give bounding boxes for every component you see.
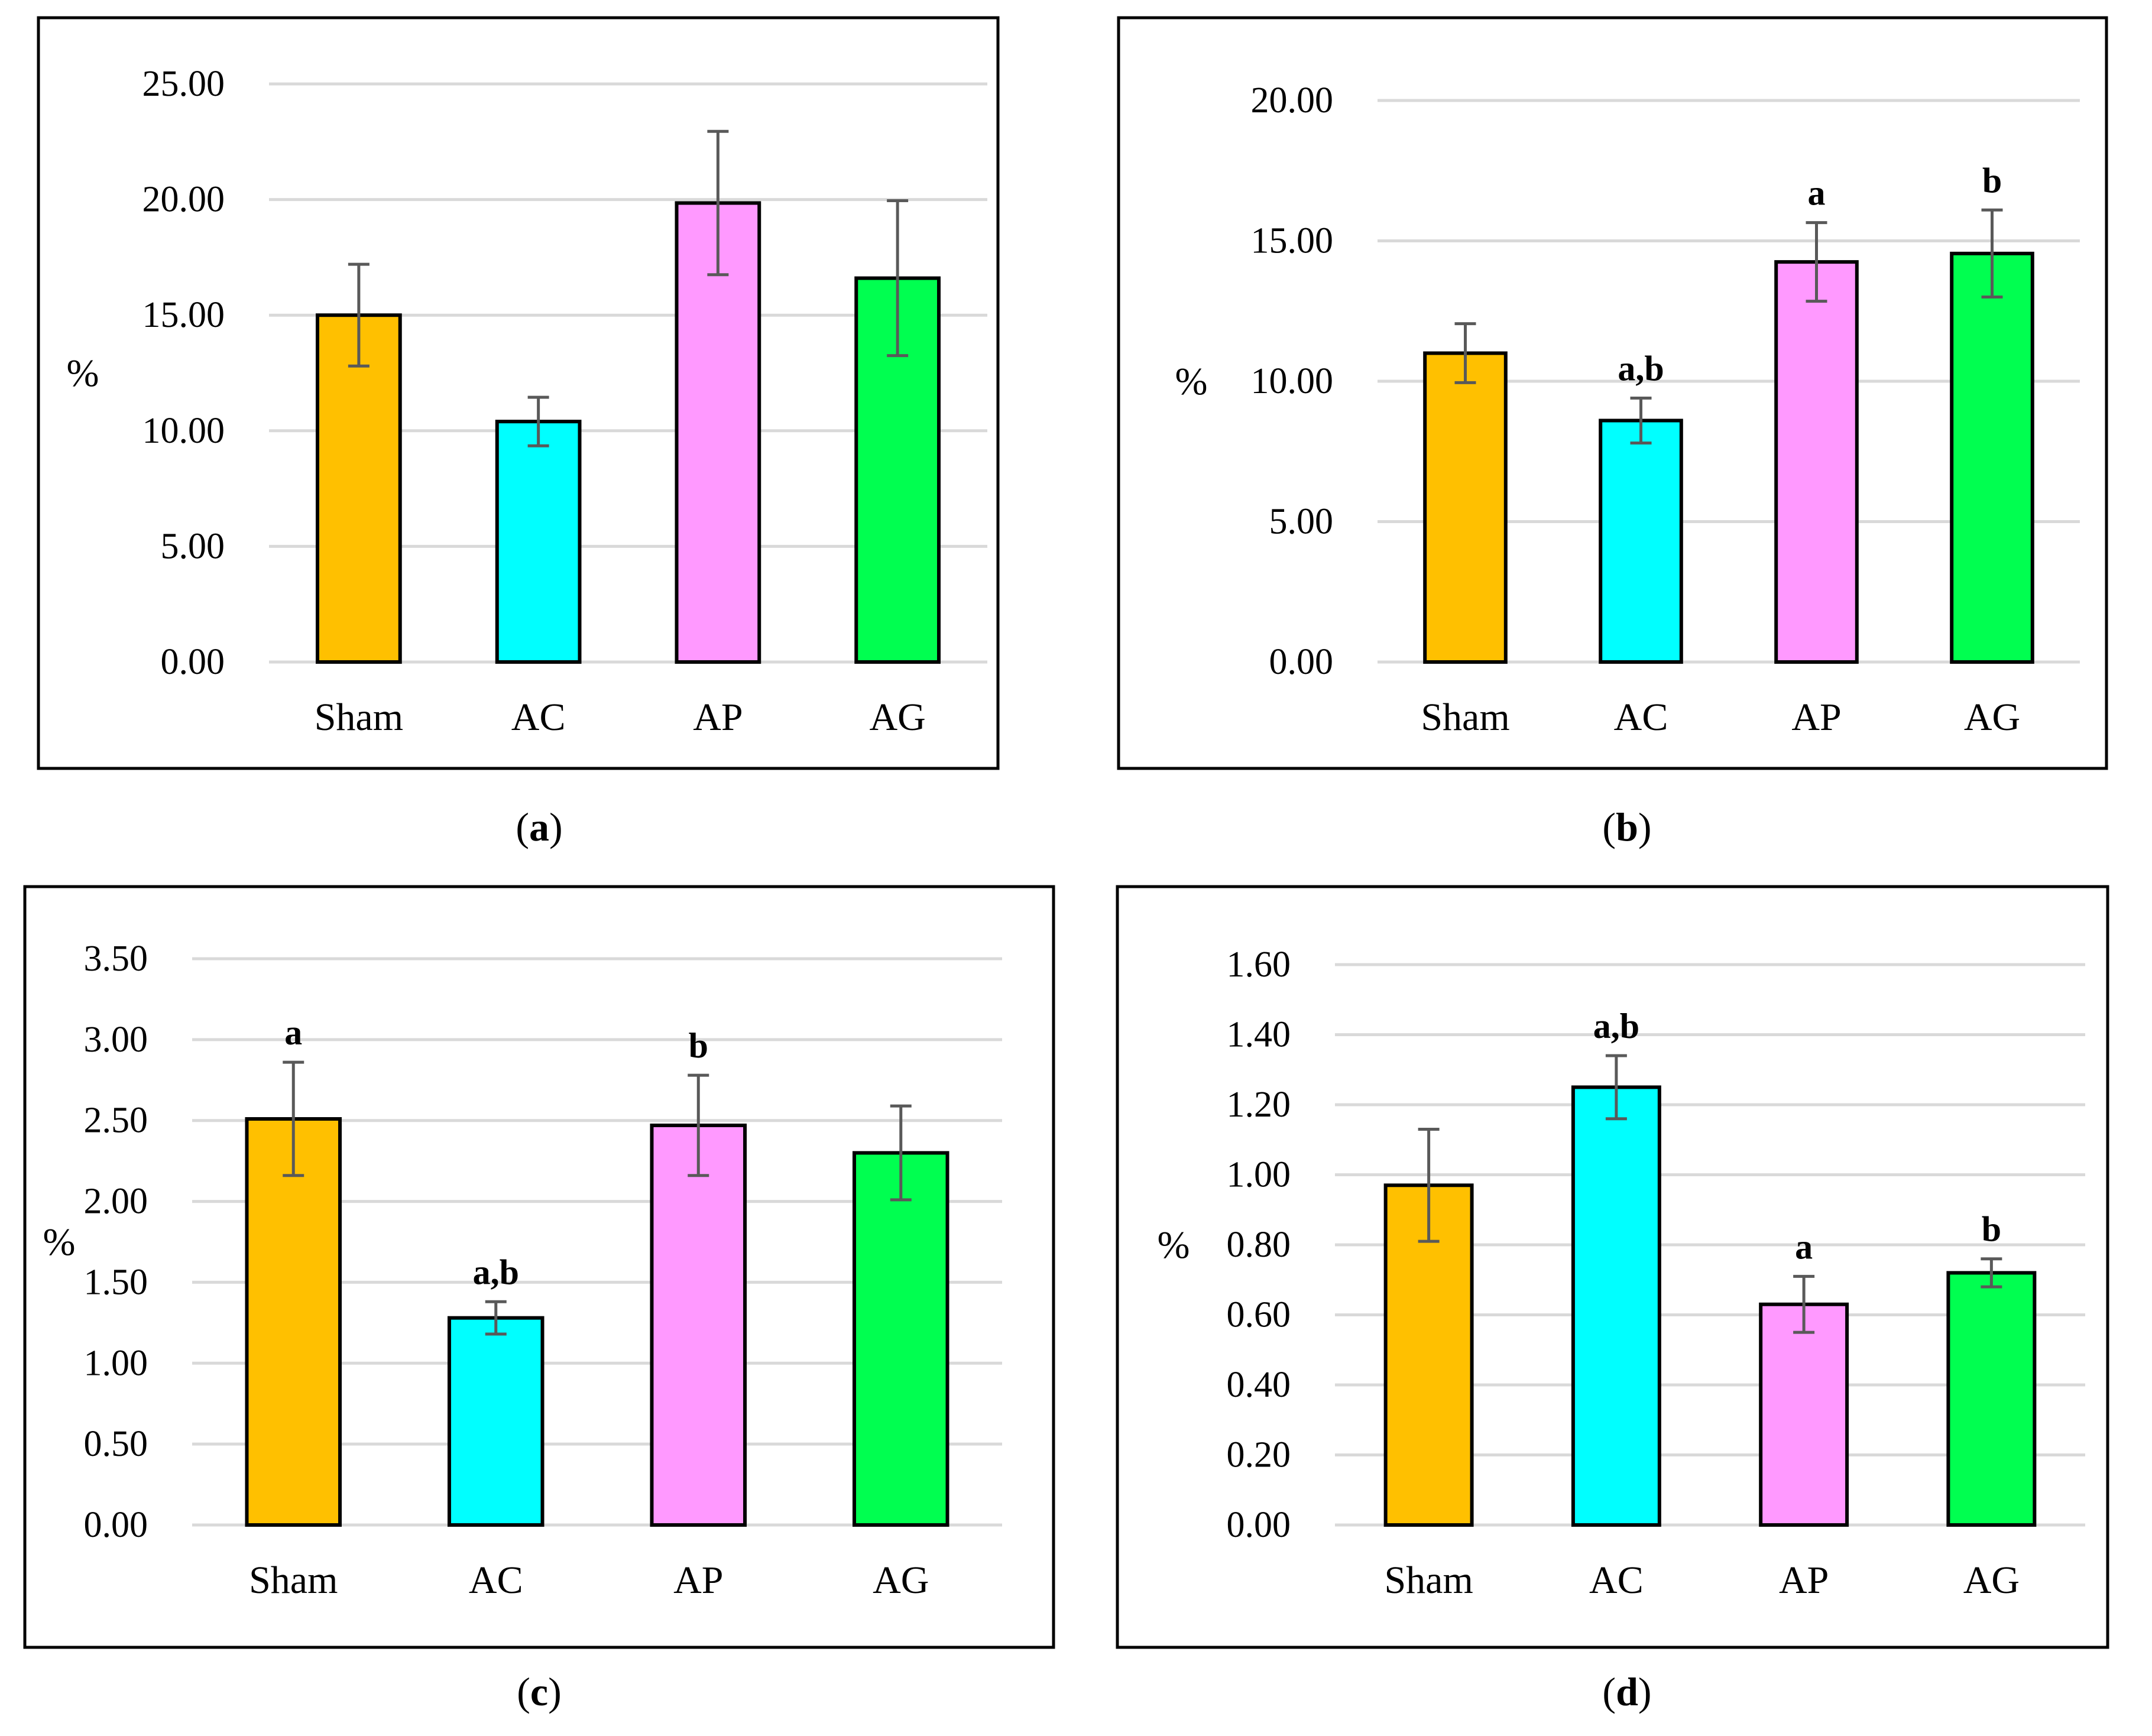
panel-frame xyxy=(37,16,1000,770)
y-axis-label: % xyxy=(67,352,99,395)
y-tick-label: 15.00 xyxy=(142,295,225,335)
x-tick-label: AP xyxy=(1779,1559,1829,1602)
panel-d: 0.00 0.20 0.40 0.60 0.80 1.00 1.20 1.40 1.60% Sha… xyxy=(1116,885,2109,1714)
panel-c: 0.00 0.50 1.00 1.50 2.00 2.50 3.00 3.50% a Sham a,… xyxy=(23,885,1055,1714)
panel-b: 0.00 5.00 10.00 15.00 20.00% Sham a,b AC a AP b AG (… xyxy=(1117,16,2108,849)
significance-label: a xyxy=(284,1013,302,1052)
y-tick-label: 20.00 xyxy=(142,180,225,220)
bar-ag xyxy=(1946,1271,2037,1527)
bar-ap xyxy=(650,1123,747,1527)
y-tick-label: 20.00 xyxy=(1251,80,1334,121)
y-tick-label: 0.50 xyxy=(84,1424,148,1464)
x-tick-label: AP xyxy=(1791,696,1841,739)
y-tick-label: 0.00 xyxy=(84,1505,148,1545)
x-tick-label: Sham xyxy=(315,696,403,739)
bar-ap xyxy=(1774,260,1859,664)
y-tick-label: 0.00 xyxy=(1269,642,1334,682)
x-tick-label: AG xyxy=(1963,1559,2020,1602)
x-tick-label: AP xyxy=(693,696,743,739)
y-tick-label: 1.60 xyxy=(1227,945,1291,985)
significance-label: b xyxy=(1982,1210,2001,1249)
y-tick-label: 0.60 xyxy=(1227,1295,1291,1335)
x-tick-label: AC xyxy=(511,696,566,739)
significance-label: a,b xyxy=(1618,349,1664,388)
x-tick-label: AC xyxy=(1614,696,1668,739)
y-tick-label: 2.50 xyxy=(84,1101,148,1141)
x-tick-label: AG xyxy=(873,1559,929,1602)
significance-label: a,b xyxy=(1593,1007,1639,1046)
panel-caption: (c) xyxy=(517,1669,562,1714)
panel-a: 0.00 5.00 10.00 15.00 20.00 25.00% Sham AC AP AG (… xyxy=(37,16,1000,849)
bar-ac xyxy=(495,420,582,664)
panel-caption: (a) xyxy=(516,804,562,849)
y-tick-label: 0.00 xyxy=(161,642,225,682)
significance-label: a xyxy=(1795,1227,1813,1266)
significance-label: a xyxy=(1808,174,1826,213)
x-tick-label: AG xyxy=(869,696,925,739)
x-tick-label: AC xyxy=(1589,1559,1644,1602)
y-axis-label: % xyxy=(1175,360,1208,403)
y-tick-label: 1.40 xyxy=(1227,1015,1291,1055)
y-tick-label: 1.20 xyxy=(1227,1085,1291,1125)
y-tick-label: 10.00 xyxy=(1251,361,1334,401)
y-tick-label: 3.00 xyxy=(84,1020,148,1060)
y-tick-label: 5.00 xyxy=(1269,502,1334,542)
bar-ag xyxy=(1950,251,2034,664)
y-tick-label: 1.00 xyxy=(84,1343,148,1383)
panel-caption: (b) xyxy=(1602,804,1651,849)
y-tick-label: 25.00 xyxy=(142,64,225,104)
y-tick-label: 0.20 xyxy=(1227,1435,1291,1475)
y-tick-label: 1.00 xyxy=(1227,1155,1291,1195)
y-tick-label: 0.00 xyxy=(1227,1505,1291,1545)
bar-ac xyxy=(1599,418,1683,664)
bar-ac xyxy=(447,1316,545,1527)
bar-sham xyxy=(1423,351,1508,664)
y-tick-label: 3.50 xyxy=(84,939,148,979)
x-tick-label: AG xyxy=(1964,696,2020,739)
x-tick-label: Sham xyxy=(249,1559,338,1602)
x-tick-label: AP xyxy=(673,1559,723,1602)
bar-sham xyxy=(245,1117,342,1527)
x-tick-label: Sham xyxy=(1384,1559,1473,1602)
x-tick-label: AC xyxy=(469,1559,523,1602)
y-tick-label: 2.00 xyxy=(84,1182,148,1222)
panel-frame xyxy=(23,885,1055,1649)
significance-label: a,b xyxy=(473,1252,519,1292)
y-axis-label: % xyxy=(1158,1224,1190,1267)
y-axis-label: % xyxy=(43,1221,76,1264)
y-tick-label: 0.40 xyxy=(1227,1365,1291,1405)
significance-label: b xyxy=(1982,161,2002,200)
panel-frame xyxy=(1117,16,2108,770)
y-tick-label: 10.00 xyxy=(142,411,225,451)
bar-ac xyxy=(1571,1085,1661,1527)
significance-label: b xyxy=(689,1026,708,1065)
y-tick-label: 1.50 xyxy=(84,1262,148,1302)
x-tick-label: Sham xyxy=(1421,696,1509,739)
panel-caption: (d) xyxy=(1602,1669,1651,1714)
bar-ag xyxy=(852,1151,949,1527)
y-tick-label: 0.80 xyxy=(1227,1225,1291,1265)
y-tick-label: 5.00 xyxy=(161,526,225,566)
bar-ap xyxy=(1759,1302,1849,1527)
y-tick-label: 15.00 xyxy=(1251,221,1334,261)
panel-frame xyxy=(1116,885,2109,1649)
